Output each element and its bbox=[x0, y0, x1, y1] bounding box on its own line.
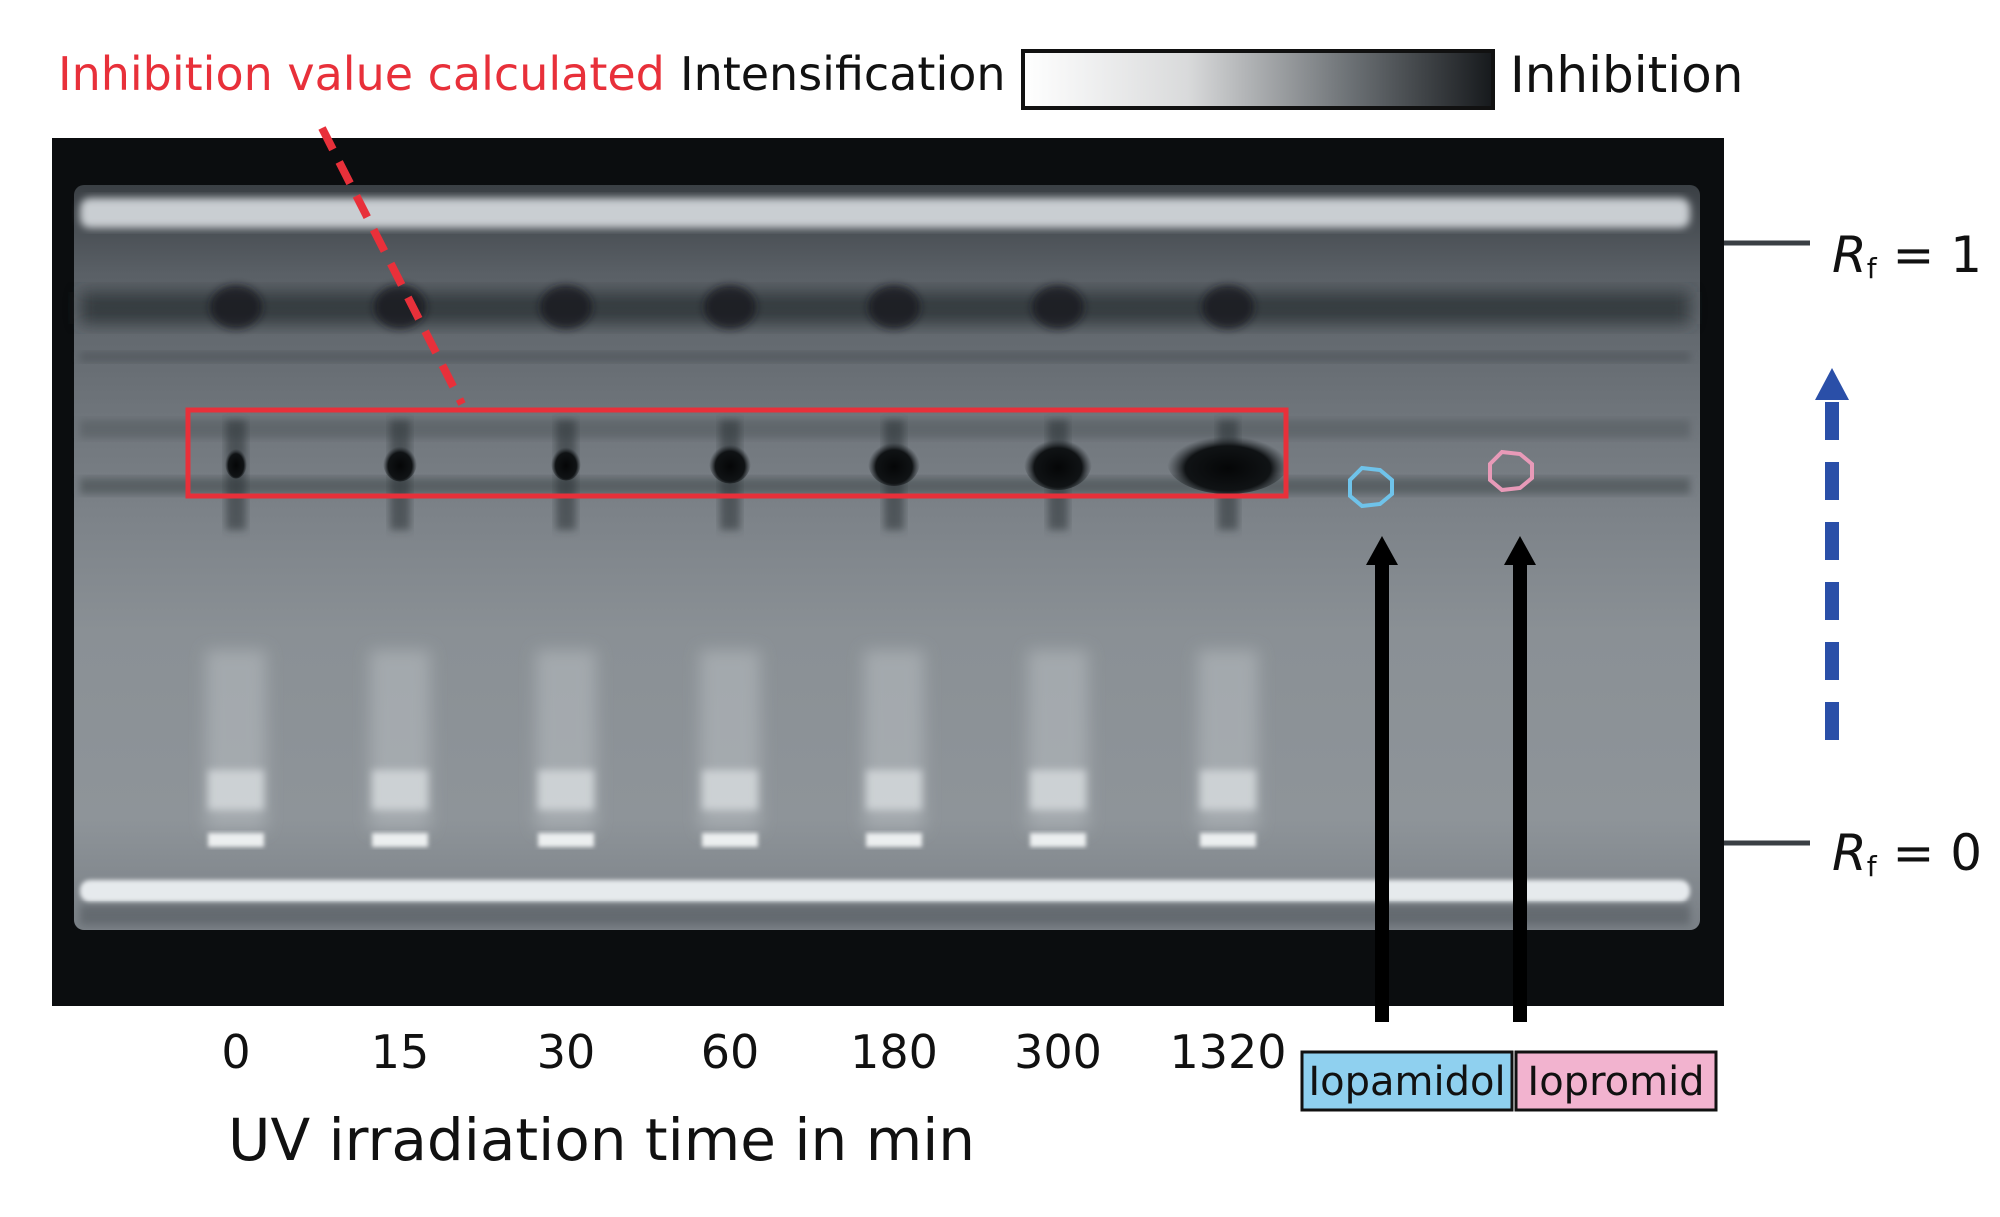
reference-iopromid: Iopromid bbox=[1514, 1050, 1718, 1112]
origin-band bbox=[1200, 833, 1256, 847]
inhibition-spot bbox=[1024, 434, 1092, 490]
lane-time-label: 1320 bbox=[1169, 1025, 1286, 1079]
inhibition-region-box bbox=[185, 407, 1289, 499]
lane-time-label: 180 bbox=[850, 1025, 938, 1079]
iopromid-arrowhead bbox=[1504, 536, 1536, 565]
lane-0 bbox=[206, 285, 266, 847]
tlc-plate bbox=[52, 138, 1724, 1006]
inhibition-spot bbox=[225, 445, 247, 479]
lower-band bbox=[1030, 770, 1086, 810]
origin-band bbox=[538, 833, 594, 847]
inhibition-spot bbox=[868, 438, 920, 486]
lane-time-label: 0 bbox=[221, 1025, 250, 1079]
development-arrowhead bbox=[1815, 368, 1849, 400]
inhibition-spot bbox=[1167, 430, 1289, 494]
lower-band bbox=[702, 770, 758, 810]
scale-high-label: Inhibition bbox=[1510, 46, 1743, 104]
lane-time-label: 30 bbox=[537, 1025, 596, 1079]
upper-spot bbox=[210, 285, 262, 329]
origin-band bbox=[372, 833, 428, 847]
inhibition-spot bbox=[551, 443, 581, 481]
upper-spot bbox=[868, 285, 920, 329]
iopromid-spot-marker bbox=[1488, 449, 1534, 493]
lane-time-label: 300 bbox=[1014, 1025, 1102, 1079]
x-axis-label: UV irradiation time in min bbox=[228, 1106, 975, 1174]
lane-spots bbox=[206, 285, 1289, 847]
annotation-dashed-line bbox=[318, 126, 466, 406]
lower-band bbox=[866, 770, 922, 810]
upper-spot bbox=[1202, 285, 1254, 329]
iopamidol-spot-marker bbox=[1348, 465, 1394, 509]
rf1-label: Rf = 1 bbox=[1832, 226, 1982, 285]
upper-spot bbox=[704, 285, 756, 329]
lower-band bbox=[372, 770, 428, 810]
lane-300 bbox=[1024, 285, 1092, 847]
lane-1320 bbox=[1167, 285, 1289, 847]
lane-15 bbox=[370, 285, 430, 847]
iopamidol-arrowhead bbox=[1366, 536, 1398, 565]
reference-iopamidol: Iopamidol bbox=[1300, 1050, 1514, 1112]
origin-band bbox=[866, 833, 922, 847]
rf0-label: Rf = 0 bbox=[1832, 824, 1982, 883]
lower-band bbox=[1200, 770, 1256, 810]
lane-60 bbox=[700, 285, 760, 847]
lane-time-label: 60 bbox=[701, 1025, 760, 1079]
inhibition-scale-bar bbox=[1021, 49, 1495, 110]
reference-label: Iopamidol bbox=[1308, 1059, 1505, 1105]
origin-band bbox=[1030, 833, 1086, 847]
lane-180 bbox=[864, 285, 924, 847]
reference-label: Iopromid bbox=[1527, 1059, 1704, 1105]
origin-band bbox=[208, 833, 264, 847]
origin-band bbox=[702, 833, 758, 847]
lane-30 bbox=[536, 285, 596, 847]
upper-spot bbox=[1032, 285, 1084, 329]
inhibition-spot bbox=[383, 442, 417, 482]
lane-time-labels: 0 15 30 60 180 300 1320 bbox=[221, 1025, 1286, 1079]
inhibition-spot bbox=[709, 440, 751, 484]
upper-spot bbox=[374, 285, 426, 329]
lane-time-label: 15 bbox=[371, 1025, 430, 1079]
annotation-label: Inhibition value calculated bbox=[58, 47, 665, 101]
upper-spot bbox=[540, 285, 592, 329]
lower-band bbox=[538, 770, 594, 810]
scale-low-label: Intensification bbox=[680, 47, 1006, 101]
lower-band bbox=[208, 770, 264, 810]
